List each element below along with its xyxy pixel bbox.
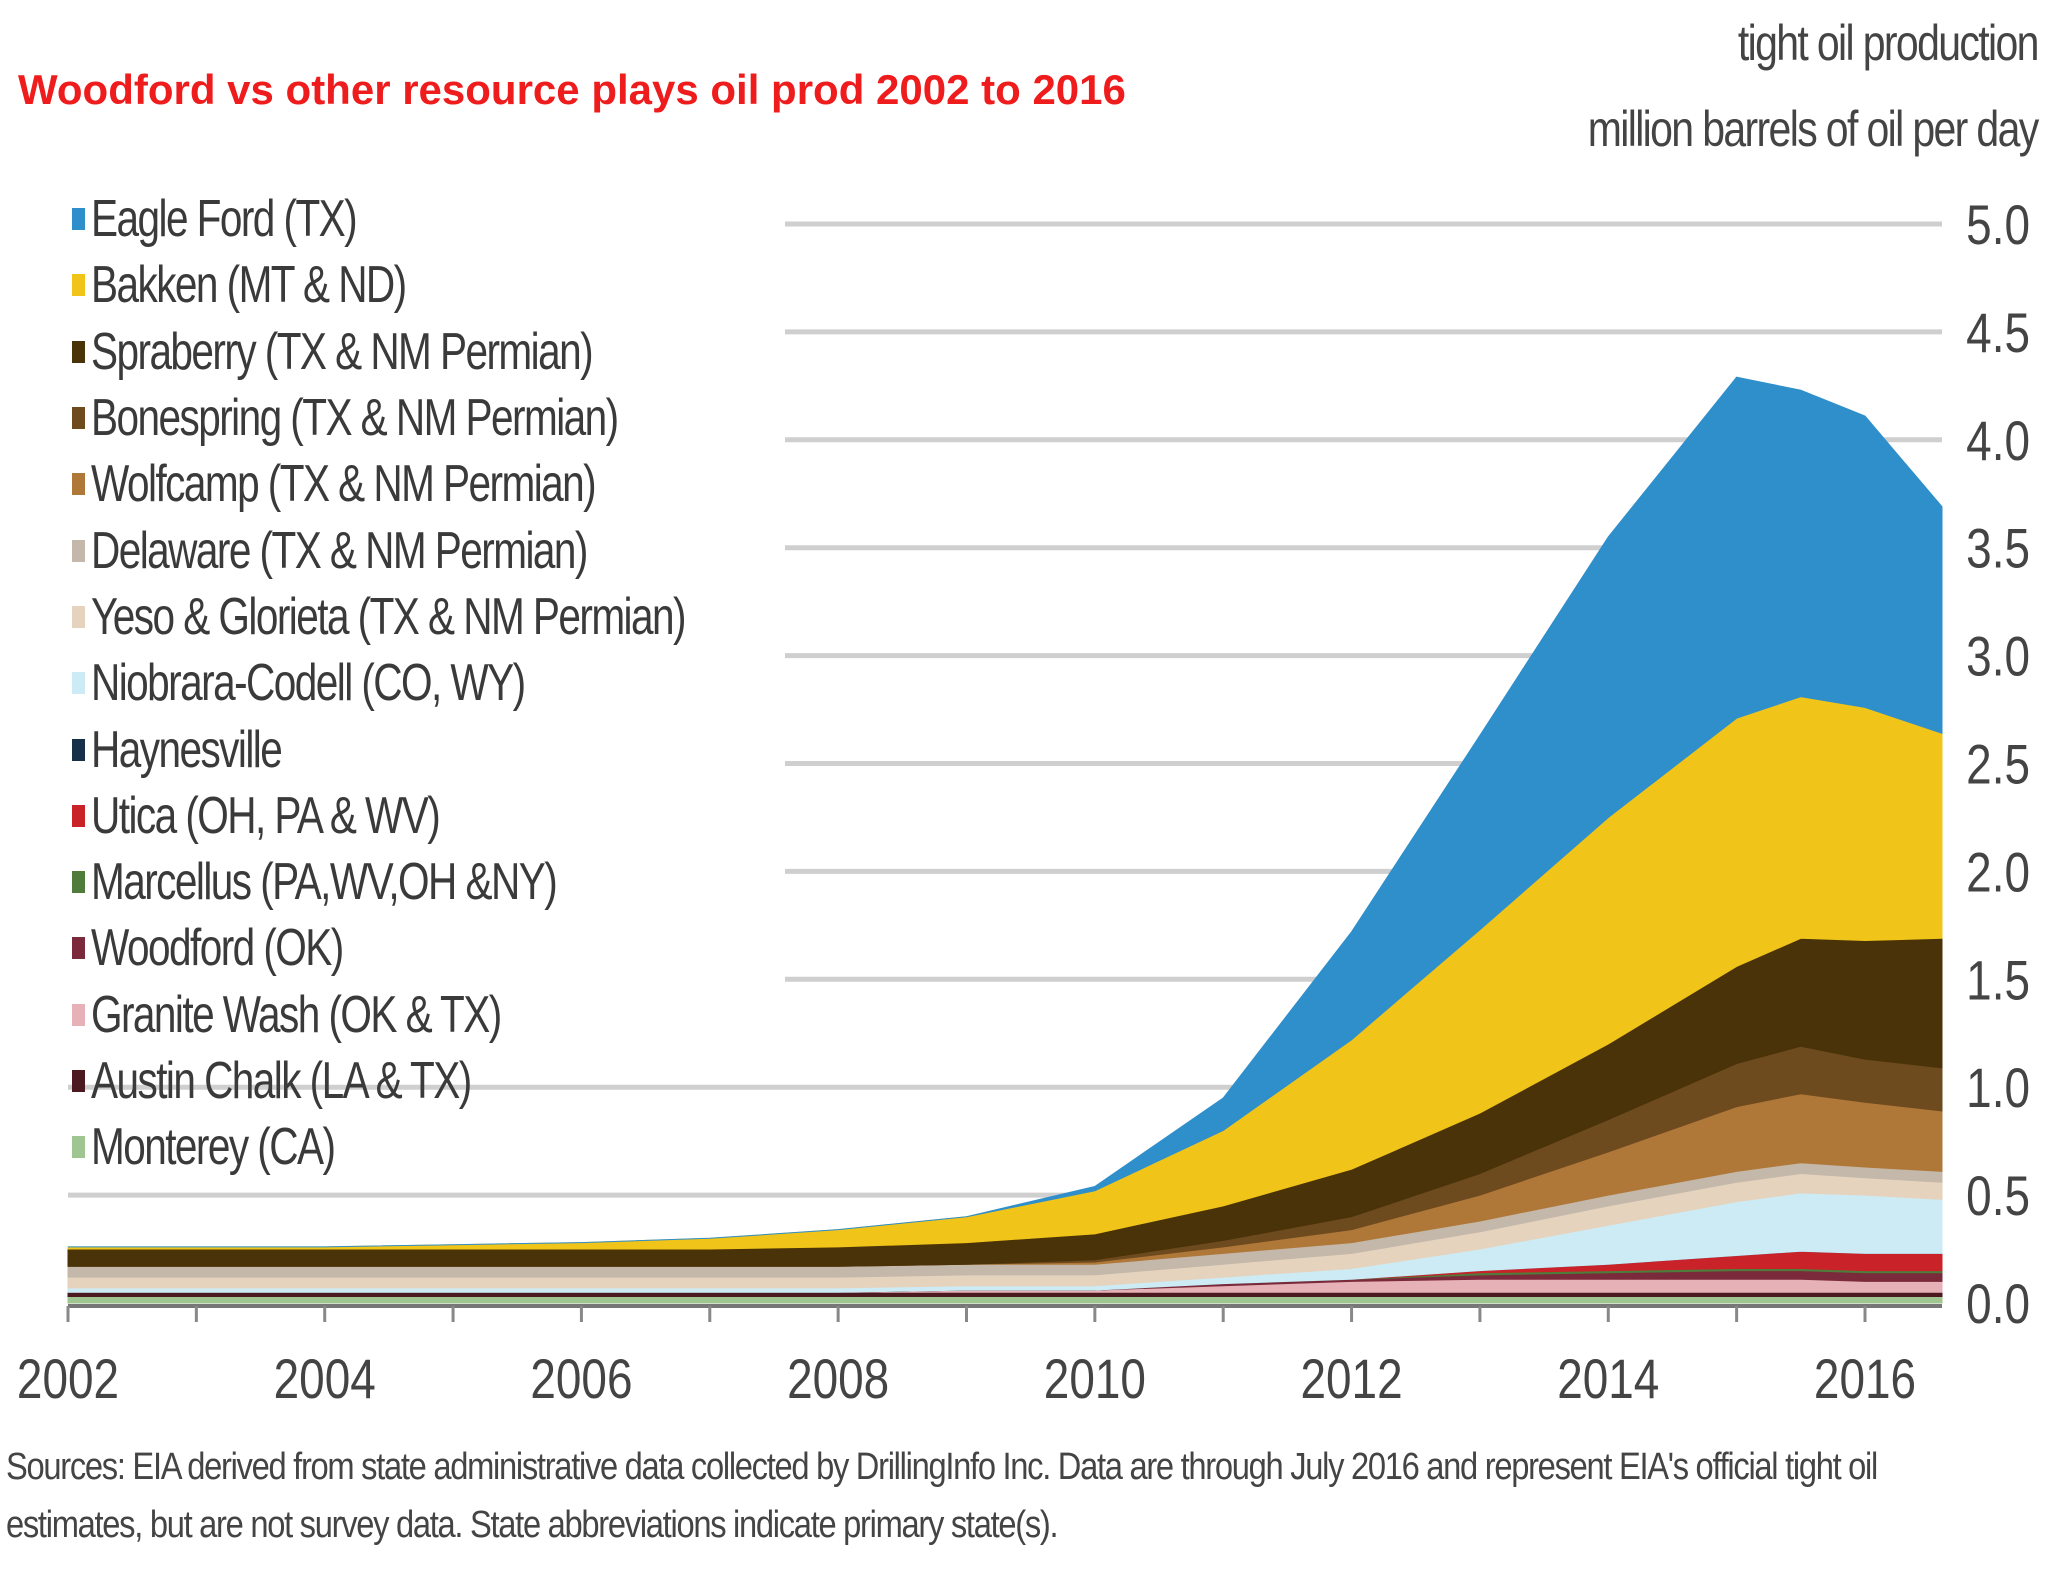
legend-label: Wolfcamp (TX & NM Permian): [91, 455, 597, 514]
legend-item: Bonespring (TX & NM Permian): [72, 385, 852, 451]
legend-item: Spraberry (TX & NM Permian): [72, 319, 852, 385]
x-axis-ticks: 2002 2004 2006 2008 2010 2012 2014 2016: [17, 1348, 1916, 1410]
area-series: [67, 376, 1943, 1304]
legend-label: Woodford (OK): [91, 919, 344, 978]
legend-item: Monterey (CA): [72, 1114, 852, 1180]
legend-swatch: [72, 672, 85, 695]
x-tick-label: 2014: [1557, 1348, 1659, 1410]
series-area-monterey-ca: [67, 1296, 1943, 1304]
x-tick-label: 2012: [1301, 1348, 1403, 1410]
x-tick-label: 2006: [530, 1348, 632, 1410]
legend-item: Haynesville: [72, 716, 852, 782]
legend-label: Haynesville: [91, 720, 283, 779]
legend-item: Woodford (OK): [72, 915, 852, 981]
legend: Eagle Ford (TX) Bakken (MT & ND) Spraberry…: [72, 186, 852, 1180]
legend-item: Eagle Ford (TX): [72, 186, 852, 252]
x-tick-label: 2010: [1044, 1348, 1146, 1410]
legend-swatch: [72, 407, 85, 430]
legend-swatch: [72, 340, 85, 363]
y-axis-ticks: 0.0 0.5 1.0 1.5 2.0 2.5 3.0 3.5 4.0 4.5 5.0: [1966, 194, 2030, 1335]
legend-label: Delaware (TX & NM Permian): [91, 521, 588, 580]
y-axis-label-line2: million barrels of oil per day: [1588, 101, 2039, 157]
legend-label: Utica (OH, PA & WV): [91, 786, 441, 845]
legend-swatch: [72, 738, 85, 761]
legend-item: Yeso & Glorieta (TX & NM Permian): [72, 584, 852, 650]
legend-swatch: [72, 605, 85, 628]
y-tick-label: 2.0: [1966, 841, 2030, 903]
legend-item: Bakken (MT & ND): [72, 252, 852, 318]
legend-swatch: [72, 1070, 85, 1092]
legend-swatch: [72, 937, 85, 960]
y-tick-label: 2.5: [1966, 733, 2030, 795]
legend-label: Bakken (MT & ND): [91, 256, 407, 315]
legend-label: Austin Chalk (LA & TX): [91, 1052, 472, 1110]
legend-swatch: [72, 274, 85, 297]
source-note: Sources: EIA derived from state administ…: [6, 1438, 2036, 1554]
legend-swatch: [72, 1136, 85, 1159]
legend-swatch: [72, 473, 85, 496]
y-tick-label: 4.0: [1966, 409, 2030, 471]
y-tick-label: 1.0: [1966, 1057, 2030, 1119]
y-tick-label: 3.0: [1966, 625, 2030, 687]
legend-swatch: [72, 1003, 85, 1026]
y-tick-label: 0.5: [1966, 1165, 2030, 1227]
y-tick-label: 1.5: [1966, 949, 2030, 1011]
x-tick-label: 2002: [17, 1348, 119, 1410]
legend-label: Eagle Ford (TX): [91, 190, 358, 249]
series-area-austin-chalk-la-tx: [67, 1291, 1943, 1297]
legend-item: Utica (OH, PA & WV): [72, 783, 852, 849]
source-line-2: estimates, but are not survey data. Stat…: [6, 1504, 1059, 1546]
legend-label: Monterey (CA): [91, 1118, 336, 1177]
y-axis-label-line1: tight oil production: [1738, 15, 2040, 71]
series-area-eagle-ford-tx: [68, 376, 1943, 1248]
x-tick-label: 2016: [1814, 1348, 1916, 1410]
legend-item: Delaware (TX & NM Permian): [72, 517, 852, 583]
legend-swatch: [72, 871, 85, 894]
legend-label: Spraberry (TX & NM Permian): [91, 322, 594, 381]
legend-label: Bonespring (TX & NM Permian): [91, 389, 619, 448]
y-tick-label: 5.0: [1966, 194, 2030, 256]
legend-label: Niobrara-Codell (CO, WY): [91, 654, 526, 713]
stacked-area-chart: 0.00.51.01.52.02.53.03.54.04.55.0 2002 20…: [17, 194, 2030, 1410]
legend-item: Granite Wash (OK & TX): [72, 982, 852, 1048]
legend-item: Austin Chalk (LA & TX): [72, 1048, 852, 1114]
x-tick-label: 2008: [787, 1348, 889, 1410]
legend-label: Yeso & Glorieta (TX & NM Permian): [91, 587, 687, 646]
legend-swatch: [72, 804, 85, 827]
legend-swatch: [72, 539, 85, 562]
y-tick-label: 0.0: [1966, 1273, 2030, 1335]
legend-swatch: [72, 208, 85, 231]
y-tick-label: 3.5: [1966, 517, 2030, 579]
legend-label: Granite Wash (OK & TX): [91, 985, 502, 1044]
source-line-1: Sources: EIA derived from state administ…: [6, 1446, 1878, 1488]
x-tick-label: 2004: [274, 1348, 376, 1410]
legend-item: Marcellus (PA,WV,OH &NY): [72, 849, 852, 915]
legend-label: Marcellus (PA,WV,OH &NY): [91, 853, 558, 912]
x-axis: [66, 1304, 1942, 1322]
legend-item: Niobrara-Codell (CO, WY): [72, 650, 852, 716]
legend-item: Wolfcamp (TX & NM Permian): [72, 451, 852, 517]
chart-title: Woodford vs other resource plays oil pro…: [18, 66, 1126, 113]
y-tick-label: 4.5: [1966, 302, 2030, 364]
